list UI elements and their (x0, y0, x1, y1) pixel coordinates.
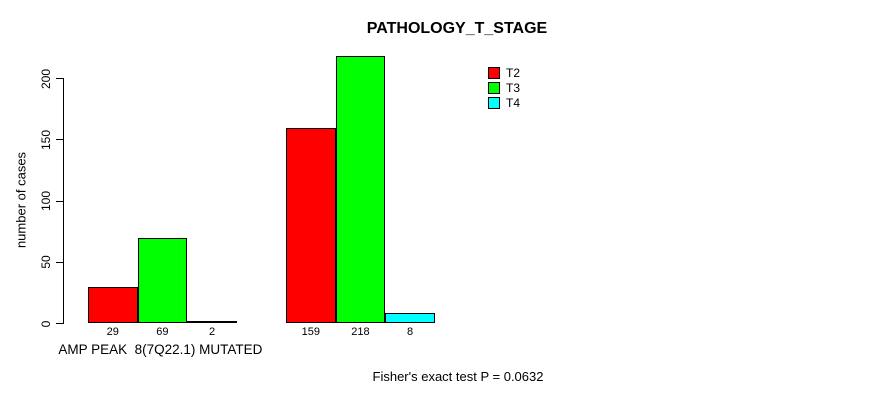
bar-value-label: 2 (208, 326, 216, 338)
bar-value-label: 29 (106, 326, 119, 338)
legend-item: T4 (488, 95, 520, 110)
bar-value-label: 8 (406, 326, 414, 338)
x-group-label: AMP PEAK 8(7Q22.1) MUTATED (58, 342, 263, 357)
legend-label: T4 (506, 95, 521, 110)
y-tick-label: 100 (39, 190, 53, 212)
bar-t2-group2 (286, 128, 336, 323)
bar-t4-group2 (385, 313, 435, 323)
legend: T2 T3 T4 (488, 65, 520, 110)
chart-title: PATHOLOGY_T_STAGE (366, 20, 548, 37)
bar-t3-group2 (335, 55, 386, 323)
statistical-test-annotation: Fisher's exact test P = 0.0632 (372, 369, 544, 384)
y-tick (56, 261, 63, 263)
bar-t3-group1 (137, 238, 188, 323)
bar-value-label: 159 (301, 326, 320, 338)
y-tick (56, 139, 63, 141)
legend-swatch-t4 (488, 96, 500, 109)
y-axis-line (63, 78, 64, 324)
y-tick (56, 323, 63, 324)
y-tick-label: 200 (39, 68, 53, 89)
legend-label: T3 (506, 80, 521, 95)
legend-label: T2 (506, 65, 521, 80)
bar-value-label: 69 (156, 326, 169, 338)
legend-swatch-t2 (488, 66, 500, 79)
y-tick (56, 78, 63, 79)
legend-item: T3 (488, 80, 520, 95)
bar-t4-group1 (187, 320, 237, 323)
y-tick-label: 50 (39, 255, 53, 269)
legend-swatch-t3 (488, 81, 500, 94)
bar-value-label: 218 (351, 326, 370, 338)
legend-item: T2 (488, 65, 520, 80)
y-tick (56, 200, 63, 202)
bar-t2-group1 (88, 287, 138, 323)
y-tick-label: 0 (39, 320, 53, 327)
y-tick-label: 150 (39, 129, 53, 150)
